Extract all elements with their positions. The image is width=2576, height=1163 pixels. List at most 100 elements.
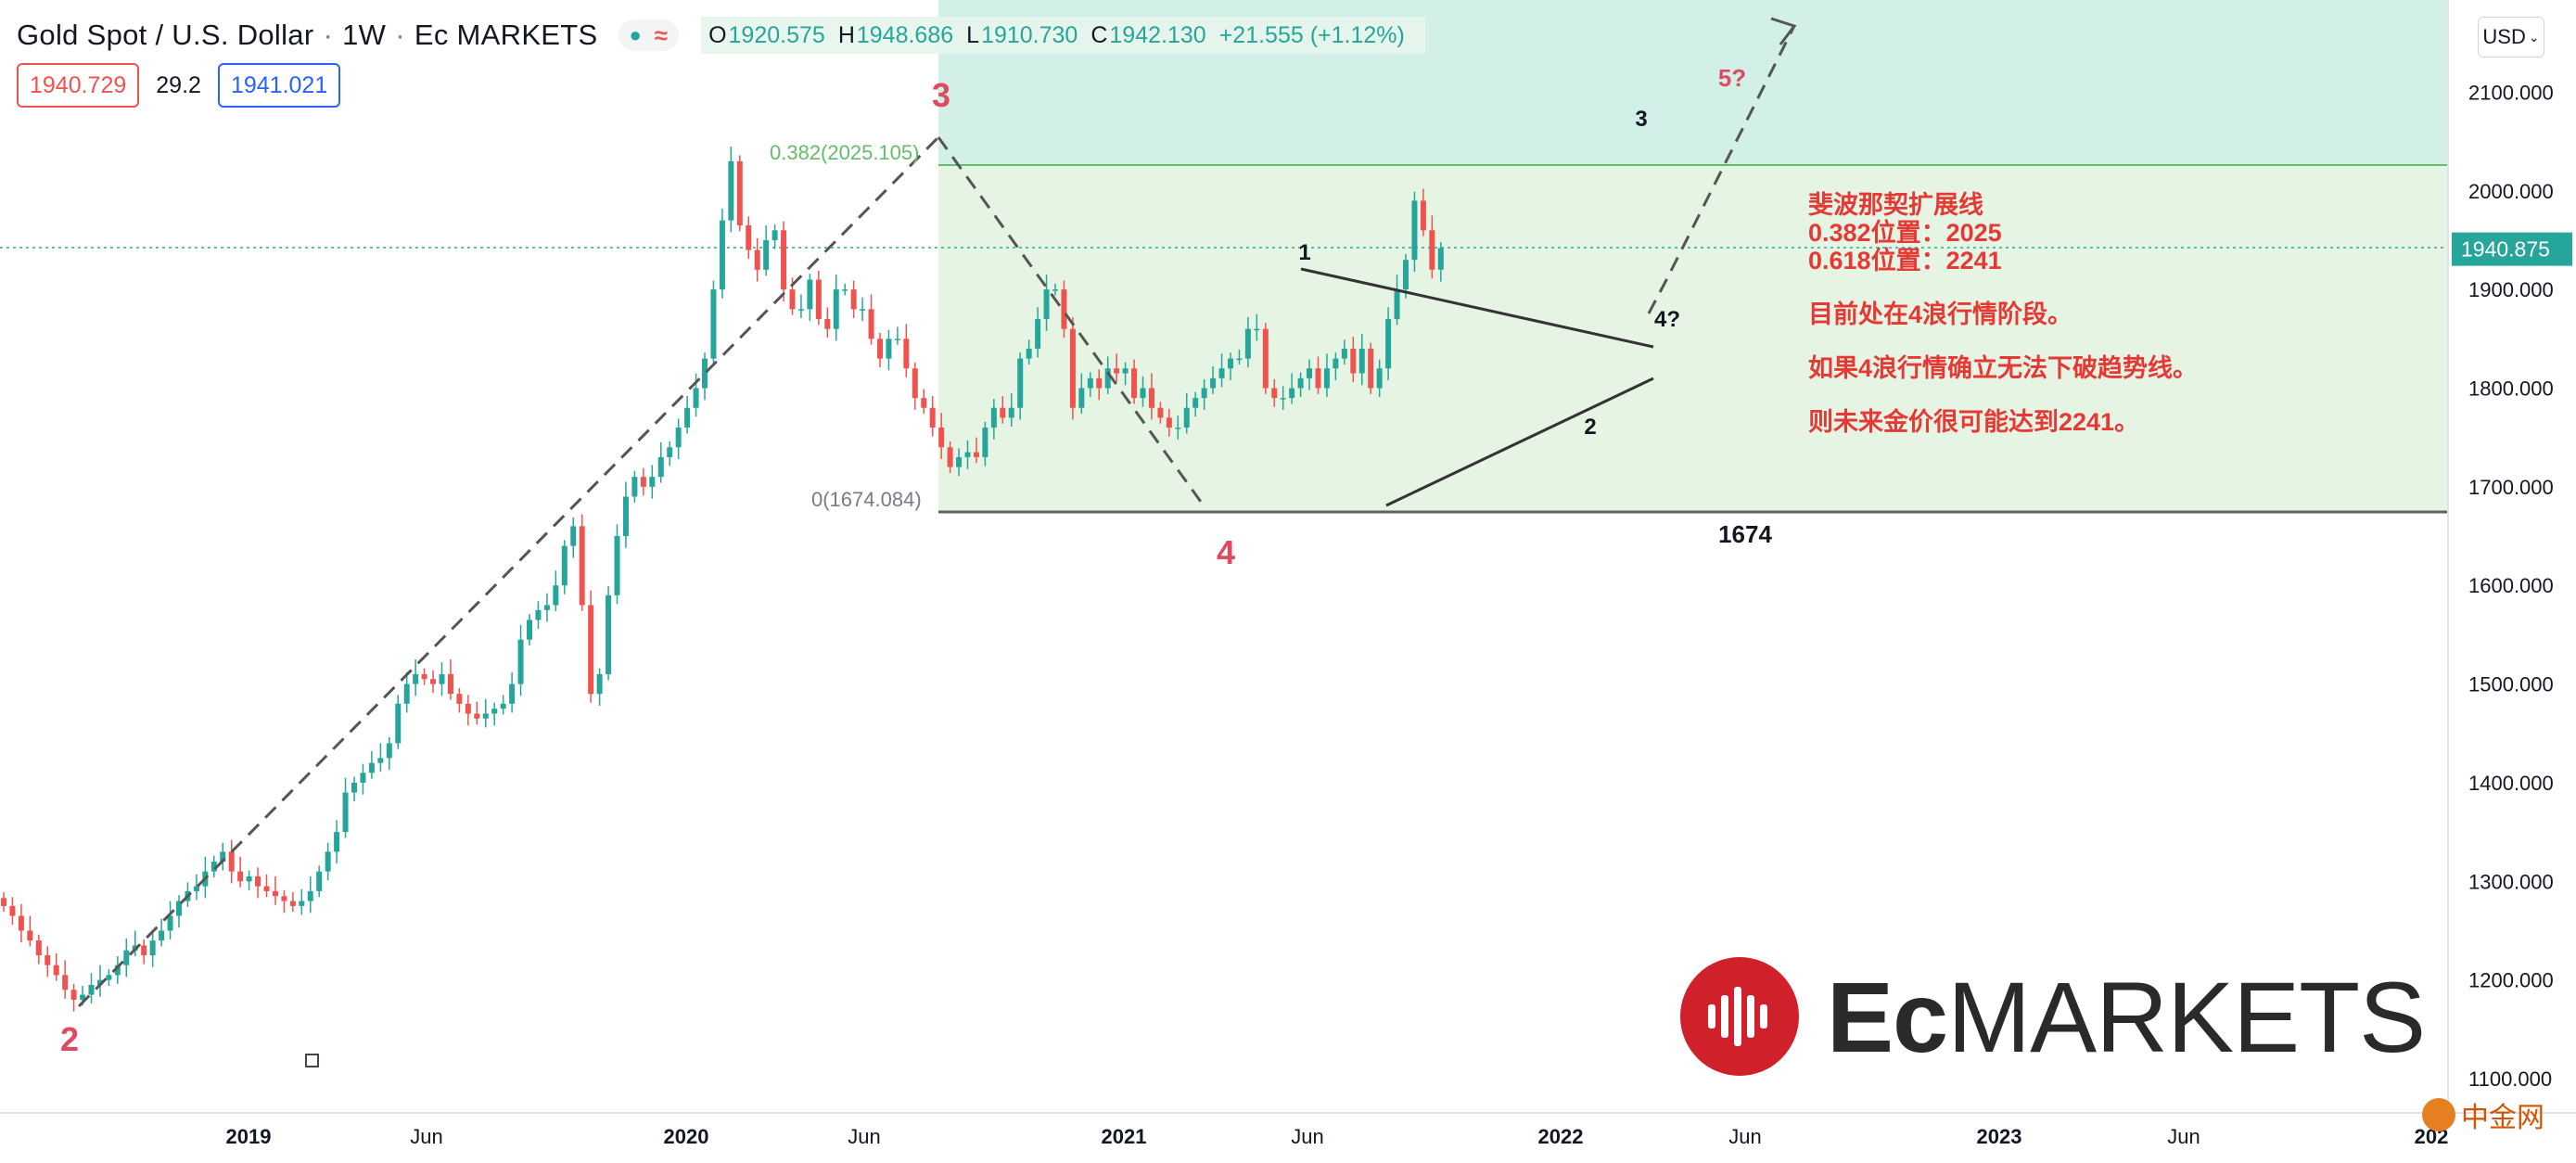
candle-body	[35, 940, 42, 956]
square-marker-icon[interactable]	[305, 1054, 319, 1067]
candle	[1096, 369, 1103, 401]
candle-body	[1087, 377, 1093, 389]
price-tick-label: 1200.000	[2468, 969, 2554, 992]
candle	[903, 324, 910, 377]
annotation-condition: 如果4浪行情确立无法下破趋势线。	[1808, 354, 2199, 382]
analysis-annotation: 斐波那契扩展线 0.382位置：2025 0.618位置：2241 目前处在4浪…	[1808, 191, 2198, 436]
candle-body	[62, 975, 69, 990]
candle	[193, 874, 199, 901]
candle	[1131, 359, 1138, 404]
candle-body	[123, 950, 130, 965]
candle-body	[763, 239, 770, 270]
candle	[447, 658, 453, 700]
candle	[684, 395, 691, 434]
candle-body	[167, 915, 173, 931]
candle	[456, 687, 463, 713]
candle-body	[1376, 368, 1383, 389]
candle	[1420, 188, 1426, 236]
candle	[1429, 215, 1435, 279]
candle-body	[719, 220, 725, 290]
candle-body	[53, 965, 59, 976]
sell-button[interactable]: 1940.729	[17, 63, 140, 108]
candle	[824, 307, 831, 339]
candle-body	[684, 407, 691, 428]
candle-body	[491, 709, 498, 714]
candle-body	[80, 994, 86, 1000]
candles-group	[1, 146, 1444, 1012]
price-axis[interactable]: 2100.000 2000.000 1900.000 1800.000 1700.000…	[2452, 81, 2572, 1091]
candle-body	[141, 945, 147, 956]
wave-overlay: 0.382(2025.105) 0(1674.084) 1674 2 3 4 1 2 3 4? 5?	[60, 17, 1797, 1058]
candle-body	[1114, 368, 1120, 374]
candle-body	[1262, 328, 1269, 389]
status-badge[interactable]: ● ≈	[618, 19, 680, 51]
candle	[1148, 373, 1154, 420]
candle-body	[210, 862, 217, 872]
candle-body	[474, 713, 480, 719]
candle	[561, 540, 567, 594]
candle-body	[833, 289, 839, 329]
candle	[746, 216, 752, 260]
candle-body	[1183, 407, 1190, 428]
buy-button[interactable]: 1941.021	[217, 63, 341, 108]
candle-body	[9, 905, 16, 916]
candle	[237, 856, 244, 888]
spread-value: 29.2	[156, 71, 201, 98]
support-level-label: 1674	[1718, 520, 1772, 548]
candle-body	[1061, 289, 1067, 329]
candle-body	[18, 915, 24, 931]
candle	[973, 437, 979, 464]
candle-body	[1175, 428, 1181, 429]
time-axis[interactable]: 2019 Jun 2020 Jun 2021 Jun 2022 Jun 2023 Jun 202	[226, 1125, 2449, 1148]
candle	[640, 467, 646, 496]
candle-body	[255, 875, 261, 887]
candle	[351, 776, 357, 802]
candle-body	[746, 224, 752, 250]
candle-body	[868, 309, 874, 339]
subwave-1-label: 1	[1298, 240, 1310, 265]
candle	[850, 280, 857, 318]
candle	[210, 855, 217, 878]
current-price-tag[interactable]	[2452, 232, 2572, 266]
interval-label: 1W	[342, 19, 387, 51]
candle	[1394, 275, 1400, 326]
candle	[710, 280, 717, 364]
candle	[18, 903, 24, 943]
candle-body	[517, 639, 524, 684]
candle	[263, 874, 270, 898]
candle	[1114, 353, 1120, 383]
candle-body	[465, 703, 471, 714]
candle-body	[1035, 319, 1041, 349]
candle-body	[1131, 368, 1138, 399]
candle	[1026, 339, 1032, 364]
candle-body	[1244, 328, 1251, 359]
candle-body	[1157, 407, 1164, 418]
candle-body	[929, 407, 936, 428]
candle	[1280, 386, 1286, 410]
currency-dropdown[interactable]: USD ⌄	[2478, 17, 2544, 58]
price-tick-label: 1100.000	[2468, 1067, 2552, 1091]
candle-body	[447, 673, 453, 695]
candle	[465, 695, 471, 726]
candle-body	[588, 605, 594, 695]
candle	[1201, 378, 1207, 410]
candle-body	[395, 703, 402, 744]
candle-body	[561, 545, 567, 586]
candle	[220, 842, 226, 871]
candle	[439, 662, 445, 697]
candle	[833, 275, 839, 341]
candle	[1368, 342, 1374, 394]
candle-body	[27, 930, 33, 941]
candle	[1061, 280, 1067, 339]
candle	[141, 939, 147, 965]
candle	[149, 931, 156, 967]
trade-buttons: 1940.729 29.2 1941.021	[17, 63, 341, 108]
annotation-target: 则未来金价很可能达到2241。	[1808, 408, 2140, 436]
symbol-title[interactable]: Gold Spot / U.S. Dollar · 1W · Ec MARKETS	[17, 19, 598, 51]
candle	[964, 440, 971, 469]
candle	[228, 839, 235, 884]
candle-body	[228, 851, 235, 872]
candle	[1358, 333, 1365, 386]
candle-body	[45, 955, 51, 965]
